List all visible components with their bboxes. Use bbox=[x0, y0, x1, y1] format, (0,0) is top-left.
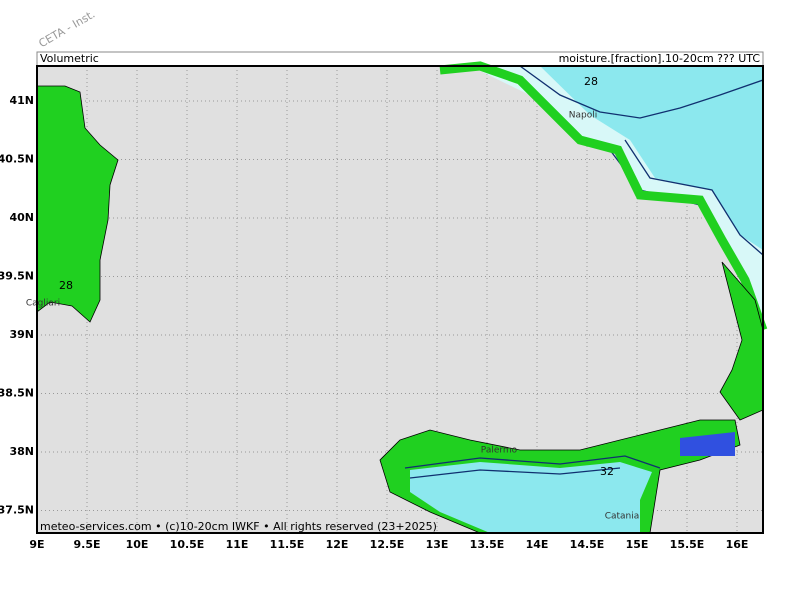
lat-label: 40N bbox=[9, 211, 34, 224]
map-frame bbox=[36, 65, 764, 534]
land bbox=[719, 261, 764, 421]
lon-label: 13.5E bbox=[470, 538, 505, 551]
footer: meteo-services.com • (c)10-20cm IWKF • A… bbox=[40, 520, 437, 533]
contour-label: 28 bbox=[584, 75, 598, 88]
lon-label: 14E bbox=[526, 538, 549, 551]
lon-label: 9E bbox=[29, 538, 44, 551]
field-dark bbox=[680, 432, 735, 456]
contour bbox=[519, 65, 764, 119]
lon-label: 15E bbox=[626, 538, 649, 551]
lon-label: 13E bbox=[426, 538, 449, 551]
land bbox=[36, 85, 119, 323]
lat-label: 38N bbox=[9, 445, 34, 458]
place-label: Palermo bbox=[481, 446, 518, 456]
lon-label: 15.5E bbox=[670, 538, 705, 551]
field-mid bbox=[540, 66, 763, 250]
lat-label: 39N bbox=[9, 328, 34, 341]
map-labels: 28 28 32 Napoli Cagliari Palermo Catania bbox=[26, 75, 639, 522]
lon-label: 16E bbox=[726, 538, 749, 551]
watermark: CETA - Inst. bbox=[37, 8, 98, 51]
lat-label: 40.5N bbox=[0, 153, 34, 166]
lat-label: 37.5N bbox=[0, 504, 34, 517]
lon-label: 10.5E bbox=[170, 538, 205, 551]
lat-label: 39.5N bbox=[0, 270, 34, 283]
header-right: moisture.[fraction].10-20cm ??? UTC bbox=[559, 52, 761, 65]
contour-label: 28 bbox=[59, 279, 73, 292]
place-label: Catania bbox=[605, 512, 640, 522]
field-mid bbox=[410, 462, 652, 533]
header-left: Volumetric bbox=[40, 52, 99, 65]
lon-label: 11.5E bbox=[270, 538, 305, 551]
contour bbox=[409, 467, 621, 479]
lon-label: 12.5E bbox=[370, 538, 405, 551]
place-label: Napoli bbox=[569, 111, 597, 121]
contour-label: 32 bbox=[600, 465, 614, 478]
contour bbox=[624, 139, 764, 256]
lat-label: 41N bbox=[9, 94, 34, 107]
lat-label: 38.5N bbox=[0, 387, 34, 400]
place-label: Cagliari bbox=[26, 299, 60, 309]
lon-label: 11E bbox=[226, 538, 249, 551]
contour bbox=[404, 455, 661, 469]
lon-label: 10E bbox=[126, 538, 149, 551]
lon-label: 12E bbox=[326, 538, 349, 551]
coast bbox=[439, 61, 768, 332]
lon-label: 9.5E bbox=[73, 538, 100, 551]
lon-label: 14.5E bbox=[570, 538, 605, 551]
